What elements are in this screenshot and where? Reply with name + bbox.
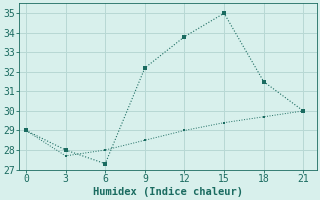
X-axis label: Humidex (Indice chaleur): Humidex (Indice chaleur) xyxy=(93,186,243,197)
